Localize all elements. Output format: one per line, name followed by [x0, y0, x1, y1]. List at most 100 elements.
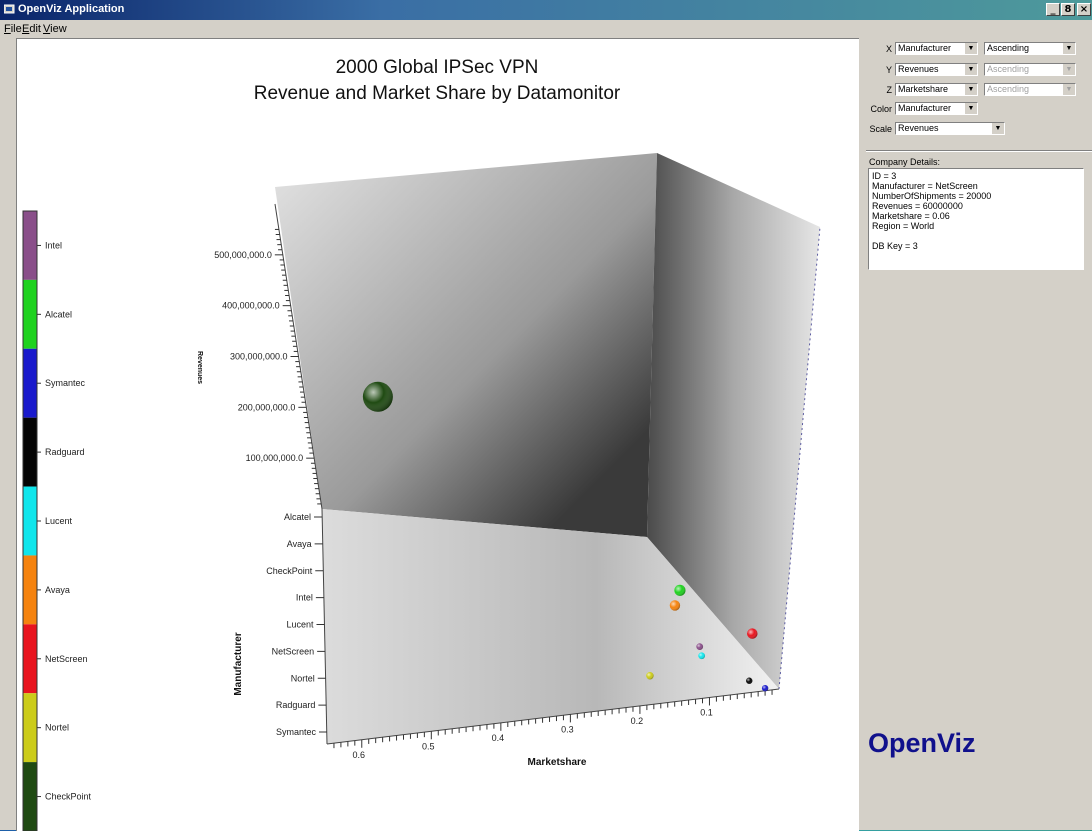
marketshare-axis-label: Marketshare	[528, 757, 587, 768]
scatter-3d-chart[interactable]: 500,000,000.0 400,000,000.0 300,000,000.0 2…	[17, 39, 859, 831]
y-field-select[interactable]: Revenues ▼	[895, 63, 978, 76]
x-field-select[interactable]: Manufacturer ▼	[895, 42, 978, 55]
manufacturer-tick-label: Lucent	[286, 620, 314, 630]
legend-swatch	[23, 555, 37, 625]
menu-file-label: ile	[10, 23, 22, 35]
data-point[interactable]	[761, 684, 769, 692]
data-point[interactable]	[746, 677, 753, 684]
marketshare-tick-label: 0.5	[422, 741, 435, 751]
marketshare-tick-label: 0.4	[492, 733, 505, 743]
data-point-shading	[761, 684, 769, 692]
data-point-shading	[669, 600, 681, 611]
menu-view-mnemonic: V	[43, 23, 51, 35]
marketshare-tick-label: 0.3	[561, 724, 574, 734]
data-point-shading	[674, 584, 686, 596]
legend-swatch	[23, 211, 37, 280]
data-point-shading	[746, 677, 753, 684]
company-details-text[interactable]: ID = 3 Manufacturer = NetScreen NumberOf…	[868, 168, 1084, 270]
brand-label: OpenViz	[868, 728, 976, 758]
marketshare-tick-label: 0.6	[353, 750, 366, 760]
chevron-down-icon: ▼	[964, 64, 977, 75]
chevron-down-icon: ▼	[1062, 64, 1075, 75]
legend-swatch	[23, 486, 37, 556]
x-field-value: Manufacturer	[898, 43, 952, 53]
data-point-shading	[362, 381, 393, 412]
menu-edit[interactable]: Edit	[22, 23, 41, 35]
legend-label: Symantec	[45, 378, 86, 388]
chevron-down-icon: ▼	[1062, 43, 1075, 54]
data-point[interactable]	[696, 643, 704, 650]
z-order-select: Ascending ▼	[984, 83, 1076, 96]
chart-back-wall	[275, 153, 657, 537]
chevron-down-icon: ▼	[1062, 84, 1075, 95]
app-icon	[4, 4, 15, 14]
data-points	[362, 381, 769, 692]
menu-file[interactable]: File	[4, 23, 22, 35]
minimize-button[interactable]: _	[1046, 3, 1060, 16]
menu-edit-mnemonic: E	[22, 23, 30, 35]
y-axis-label: Y	[885, 65, 892, 75]
legend-swatch	[23, 279, 37, 349]
legend-swatch	[23, 417, 37, 487]
close-button[interactable]: ×	[1077, 3, 1091, 16]
z-axis-label: Z	[886, 85, 893, 95]
data-point[interactable]	[362, 381, 393, 412]
control-panel: X Manufacturer ▼ Ascending ▼ Y Revenues ▼ A…	[860, 38, 1092, 830]
legend-swatch	[23, 693, 37, 763]
scale-field-select[interactable]: Revenues ▼	[895, 122, 1005, 135]
legend-label: CheckPoint	[45, 792, 92, 802]
manufacturer-tick-label: Radguard	[276, 700, 316, 710]
data-point[interactable]	[646, 672, 654, 680]
legend-label: Radguard	[45, 447, 85, 457]
title-bar[interactable]: OpenViz Application _ 8 ×	[0, 0, 1092, 20]
menu-file-mnemonic: F	[4, 23, 11, 35]
data-point[interactable]	[674, 584, 686, 596]
chart-viewport[interactable]: 500,000,000.0 400,000,000.0 300,000,000.0 2…	[16, 38, 859, 831]
legend-frame	[22, 210, 38, 831]
marketshare-tick-label: 0.1	[700, 707, 713, 717]
revenues-tick-label: 300,000,000.0	[230, 352, 288, 362]
revenues-tick-label: 200,000,000.0	[238, 402, 296, 412]
legend-label: NetScreen	[45, 654, 88, 664]
legend-label: Alcatel	[45, 309, 72, 319]
x-order-select[interactable]: Ascending ▼	[984, 42, 1076, 55]
chart-edge-line	[778, 226, 821, 690]
legend-label: Avaya	[45, 585, 70, 595]
data-point-shading	[698, 652, 706, 660]
revenues-tick-label: 400,000,000.0	[222, 301, 280, 311]
y-order-value: Ascending	[987, 64, 1030, 74]
data-point[interactable]	[698, 652, 706, 660]
maximize-button[interactable]: 8	[1061, 3, 1075, 16]
scale-field-value: Revenues	[898, 123, 939, 133]
z-field-select[interactable]: Marketshare ▼	[895, 83, 978, 96]
legend-label: Intel	[45, 240, 62, 250]
chevron-down-icon: ▼	[964, 103, 977, 114]
color-field-select[interactable]: Manufacturer ▼	[895, 102, 978, 115]
manufacturer-tick-label: Symantec	[276, 727, 317, 737]
chart-title: 2000 Global IPSec VPN	[336, 57, 539, 78]
data-point[interactable]	[669, 600, 681, 611]
manufacturer-tick-labels: Alcatel Avaya CheckPoint Intel Lucent NetScre…	[266, 512, 327, 737]
scale-label: Scale	[869, 124, 892, 134]
menu-edit-label: dit	[29, 23, 41, 35]
y-order-select: Ascending ▼	[984, 63, 1076, 76]
menu-view[interactable]: View	[43, 23, 67, 35]
marketshare-tick-labels: 0.6 0.5 0.4 0.3 0.2 0.1	[353, 707, 713, 759]
details-heading: Company Details:	[869, 157, 941, 167]
menu-view-label: iew	[50, 23, 67, 35]
legend-swatch	[23, 762, 37, 831]
legend-swatch	[23, 348, 37, 418]
color-label: Color	[870, 104, 892, 114]
x-axis-label: X	[885, 44, 892, 54]
y-field-value: Revenues	[898, 64, 939, 74]
color-legend: Intel Alcatel Symantec Radguard Lucent Avaya N…	[22, 210, 92, 831]
data-point[interactable]	[747, 628, 758, 639]
chart-subtitle: Revenue and Market Share by Datamonitor	[254, 83, 621, 104]
legend-label: Nortel	[45, 723, 69, 733]
window-title: OpenViz Application	[18, 3, 125, 15]
chevron-down-icon: ▼	[964, 43, 977, 54]
revenues-minor-ticks	[274, 228, 322, 505]
revenues-axis-label: Revenues	[196, 351, 203, 384]
legend-swatch	[23, 624, 37, 694]
menu-bar: File Edit View	[0, 20, 1092, 38]
